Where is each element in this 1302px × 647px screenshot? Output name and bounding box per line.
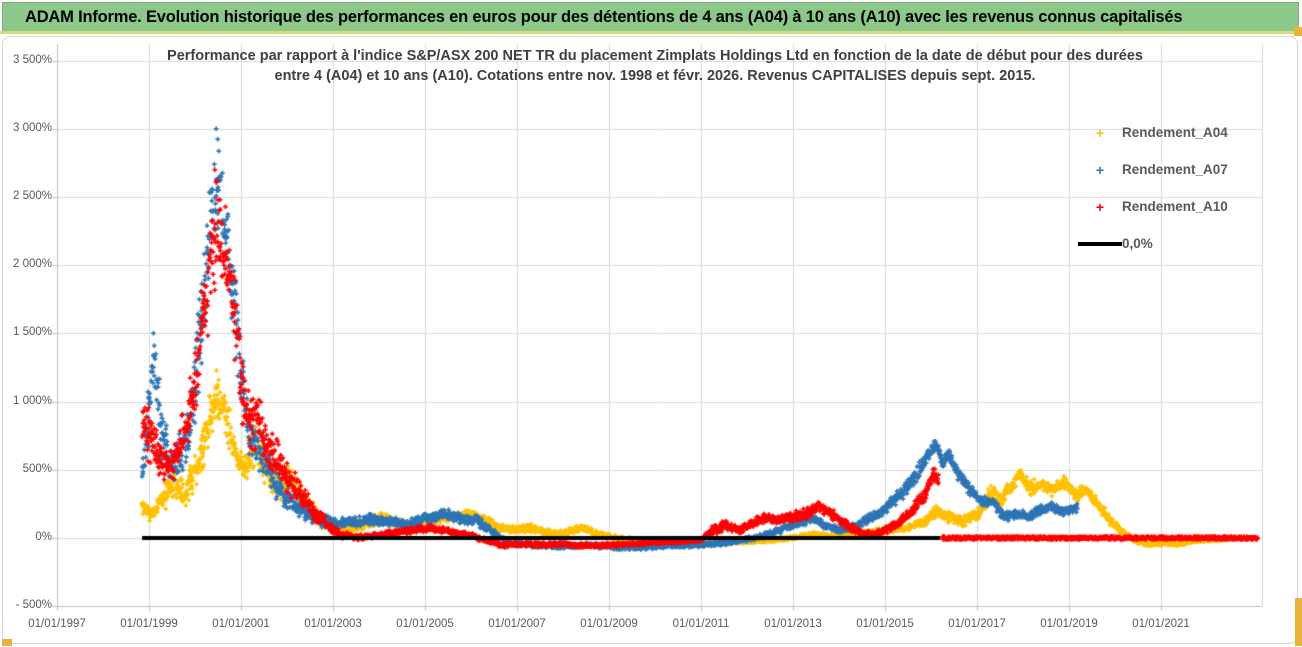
x-axis-tick-label: 01/01/1999 <box>120 618 178 630</box>
legend-item-rendement-a04[interactable]: + Rendement_A04 <box>1078 114 1228 151</box>
x-axis-tick-label: 01/01/2015 <box>856 618 914 630</box>
y-axis-tick-label: 1 000% <box>12 394 52 407</box>
legend-item-rendement-a07[interactable]: + Rendement_A07 <box>1078 151 1228 188</box>
x-axis-tick-label: 01/01/2019 <box>1040 618 1098 630</box>
legend-label: Rendement_A04 <box>1122 125 1228 140</box>
y-axis-tick-label: 0% <box>35 531 52 543</box>
legend-label: 0,0% <box>1122 236 1153 251</box>
gold-accent-bottom-right <box>1295 598 1302 646</box>
legend-label: Rendement_A07 <box>1122 162 1228 177</box>
y-axis-tick-label: - 500% <box>15 599 52 612</box>
legend-label: Rendement_A10 <box>1122 199 1228 214</box>
plus-marker-a10-icon: + <box>1095 198 1105 215</box>
chart-title-line1: Performance par rapport à l'indice S&P/A… <box>167 48 1143 64</box>
x-axis-tick-label: 01/01/2013 <box>764 618 822 630</box>
y-axis-tick-label: 1 500% <box>12 326 52 339</box>
legend-item-zero-line[interactable]: 0,0% <box>1078 225 1228 262</box>
y-axis-tick-label: 2 500% <box>12 190 52 202</box>
y-axis-tick-label: 3 000% <box>12 121 52 134</box>
gold-accent-top-right <box>1294 27 1302 36</box>
x-axis-tick-label: 01/01/2007 <box>488 618 546 630</box>
chart-title: Performance par rapport à l'indice S&P/A… <box>140 46 1170 86</box>
x-axis-tick-label: 01/01/2005 <box>396 618 454 630</box>
x-axis-tick-label: 01/01/2003 <box>304 618 362 630</box>
x-axis-tick-label: 01/01/2009 <box>580 618 638 630</box>
plus-marker-a07-icon: + <box>1095 161 1105 178</box>
x-axis-tick-label: 01/01/1997 <box>28 618 86 630</box>
chart-title-line2: entre 4 (A04) et 10 ans (A10). Cotations… <box>274 68 1036 84</box>
gold-accent-bottom-left <box>2 639 12 646</box>
plus-marker-a04-icon: + <box>1095 124 1105 141</box>
zero-line-icon <box>1078 241 1122 246</box>
x-axis-tick-label: 01/01/2011 <box>672 618 730 630</box>
x-axis-tick-label: 01/01/2021 <box>1132 618 1190 630</box>
x-axis-tick-label: 01/01/2017 <box>948 618 1006 630</box>
chart-legend: + Rendement_A04 + Rendement_A07 + Rendem… <box>1078 114 1228 262</box>
x-axis-tick-label: 01/01/2001 <box>212 618 270 630</box>
y-axis-tick-label: 500% <box>22 462 52 475</box>
y-axis-tick-label: 2 000% <box>12 258 52 271</box>
legend-item-rendement-a10[interactable]: + Rendement_A10 <box>1078 188 1228 225</box>
y-axis-tick-label: 3 500% <box>12 53 52 66</box>
